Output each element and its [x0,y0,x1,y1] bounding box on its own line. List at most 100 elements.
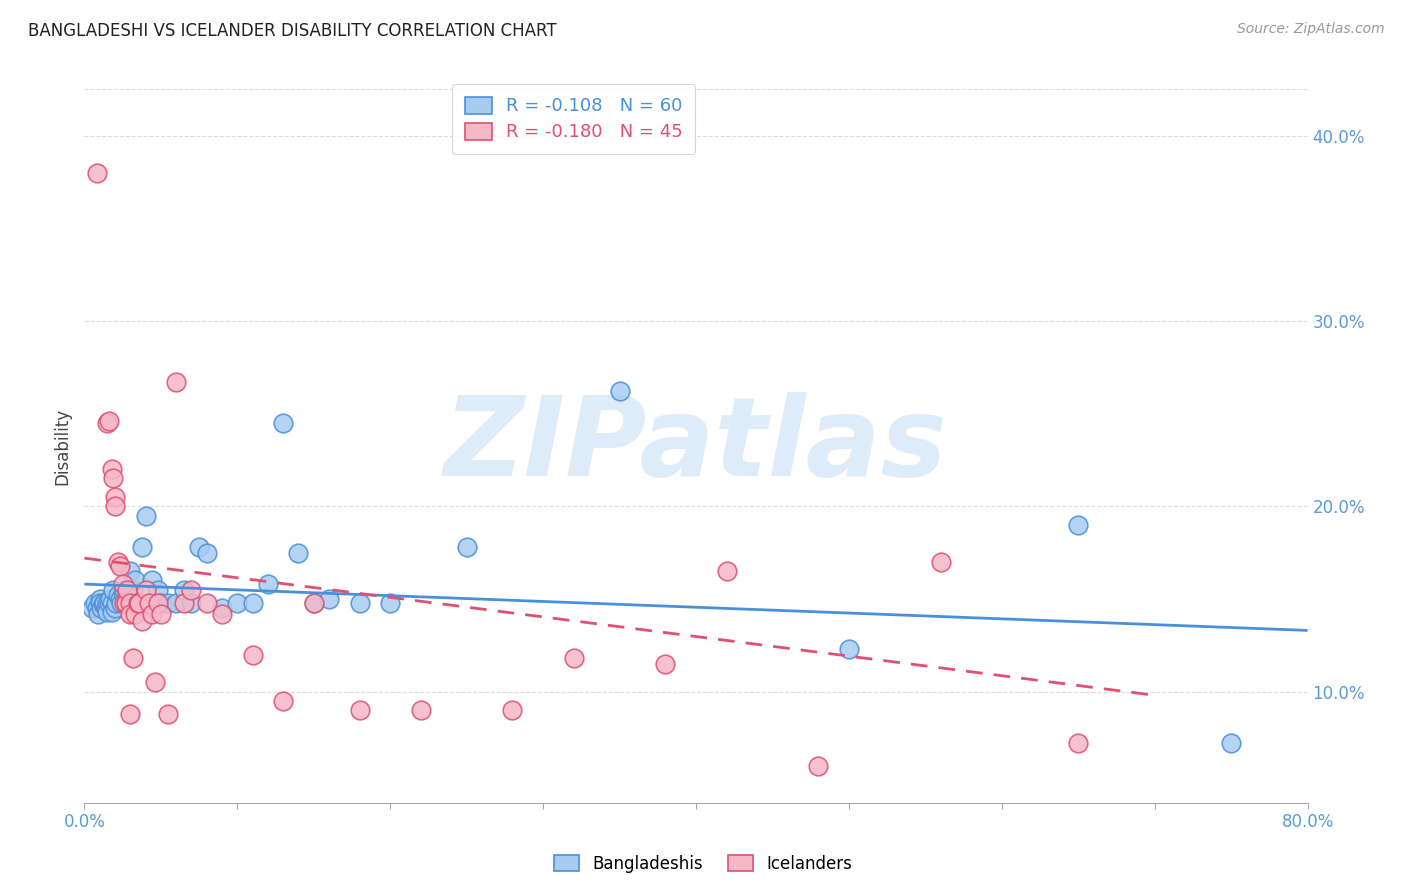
Point [94,601,117,615]
Point [195,596,218,610]
Point [349,703,371,717]
Point [118,596,141,610]
Point [226,596,249,610]
Point [135,582,157,597]
Point [654,657,676,671]
Point [108,558,131,573]
Point [1067,737,1090,751]
Point [107,588,129,602]
Point [302,596,325,610]
Point [111,586,134,600]
Text: Source: ZipAtlas.com: Source: ZipAtlas.com [1237,22,1385,37]
Point [173,596,195,610]
Point [104,500,127,514]
Point [149,607,172,621]
Point [115,582,138,597]
Point [242,596,264,610]
Point [122,651,145,665]
Point [110,596,132,610]
Point [131,614,153,628]
Point [97,414,120,428]
Point [114,596,136,610]
Point [98,591,121,606]
Point [716,564,738,578]
Point [120,564,142,578]
Point [89,591,111,606]
Point [90,601,112,615]
Point [127,596,149,610]
Point [929,555,952,569]
Point [112,582,135,597]
Point [287,545,309,559]
Point [112,596,135,610]
Point [120,596,142,610]
Point [195,545,218,559]
Point [96,596,118,610]
Point [104,490,127,504]
Point [157,596,180,610]
Point [242,648,264,662]
Point [114,596,136,610]
Point [211,607,233,621]
Point [104,601,127,615]
Point [180,596,202,610]
Point [257,577,280,591]
Point [1067,517,1090,532]
Point [173,582,195,597]
Point [89,596,111,610]
Point [120,607,142,621]
Point [409,703,432,717]
Point [141,607,163,621]
Point [127,596,149,610]
Point [807,758,830,772]
Point [86,601,108,615]
Point [165,596,187,610]
Point [120,706,142,721]
Point [135,508,157,523]
Point [143,675,166,690]
Point [318,591,340,606]
Point [107,555,129,569]
Point [87,607,110,621]
Point [562,651,585,665]
Point [380,596,402,610]
Point [302,596,325,610]
Point [111,577,134,591]
Text: ZIPatlas: ZIPatlas [444,392,948,500]
Point [80,601,103,615]
Point [271,694,294,708]
Point [103,471,125,485]
Legend: Bangladeshis, Icelanders: Bangladeshis, Icelanders [547,848,859,880]
Point [188,540,211,554]
Point [138,596,160,610]
Point [180,582,202,597]
Point [143,596,166,610]
Point [456,540,478,554]
Point [108,591,131,606]
Point [96,605,118,619]
Point [115,588,138,602]
Point [122,582,145,597]
Point [838,642,860,657]
Point [128,601,150,615]
Point [91,598,114,612]
Point [211,601,233,615]
Point [128,596,150,610]
Point [271,416,294,430]
Point [84,596,107,610]
Point [157,706,180,721]
Point [149,596,172,610]
Point [138,596,160,610]
Legend: R = -0.108   N = 60, R = -0.180   N = 45: R = -0.108 N = 60, R = -0.180 N = 45 [451,84,696,154]
Point [146,596,169,610]
Point [103,582,125,597]
Point [101,462,124,476]
Point [609,384,631,399]
Y-axis label: Disability: Disability [53,408,72,484]
Point [124,574,146,588]
Point [101,605,124,619]
Point [1220,737,1243,751]
Point [502,703,524,717]
Point [146,582,169,597]
Point [101,596,124,610]
